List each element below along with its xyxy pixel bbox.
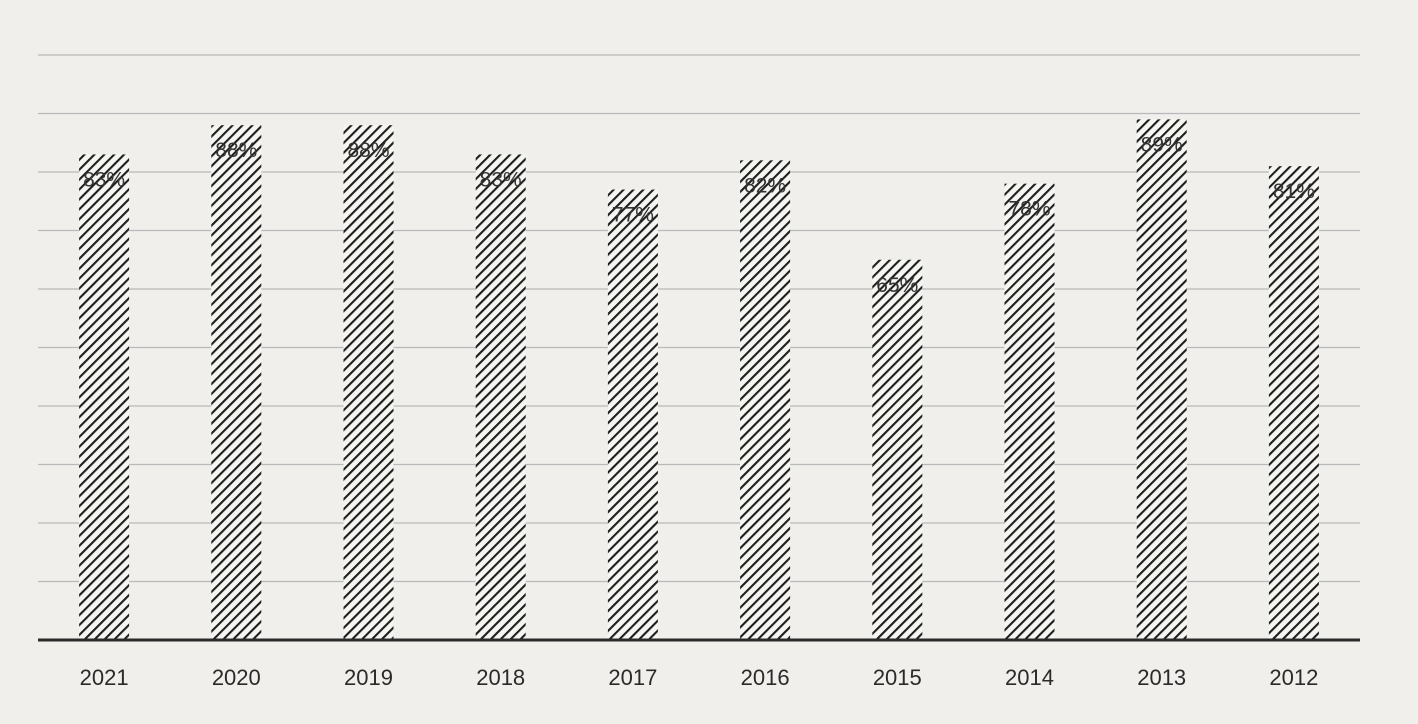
x-tick-label-2012: 2012 [1269, 665, 1318, 690]
data-label-2018: 83% [480, 168, 522, 191]
x-tick-label-2016: 2016 [741, 665, 790, 690]
bar-2016 [740, 160, 791, 641]
data-label-2015: 65% [876, 274, 918, 297]
bar-2019 [343, 125, 394, 640]
data-label-2019: 88% [347, 139, 389, 162]
x-tick-label-2017: 2017 [608, 665, 657, 690]
x-tick-label-2014: 2014 [1005, 665, 1054, 690]
data-label-2016: 82% [744, 174, 786, 197]
data-label-2013: 89% [1141, 133, 1183, 156]
x-tick-label-2019: 2019 [344, 665, 393, 690]
x-tick-label-2013: 2013 [1137, 665, 1186, 690]
bar-2015 [872, 259, 923, 640]
bar-2014 [1004, 183, 1055, 640]
x-tick-label-2015: 2015 [873, 665, 922, 690]
bar-2017 [607, 189, 658, 641]
data-labels: 83% 88% 88% 83% 77% 82% 65% 78% 89% 81% [83, 133, 1315, 296]
bar-2021 [79, 154, 130, 640]
x-tick-label-2021: 2021 [80, 665, 129, 690]
x-tick-label-2018: 2018 [476, 665, 525, 690]
bar-2013 [1136, 119, 1187, 641]
data-label-2012: 81% [1273, 180, 1315, 203]
data-label-2020: 88% [215, 139, 257, 162]
bar-2012 [1268, 166, 1319, 640]
data-label-2014: 78% [1008, 198, 1050, 221]
bar-2020 [211, 125, 262, 640]
bar-2018 [475, 154, 526, 640]
x-tick-label-2020: 2020 [212, 665, 261, 690]
x-tick-labels: 2021 2020 2019 2018 2017 2016 2015 2014 2013 2012 [80, 665, 1319, 690]
bars [79, 119, 1319, 641]
data-label-2021: 83% [83, 168, 125, 191]
data-label-2017: 77% [612, 204, 654, 227]
